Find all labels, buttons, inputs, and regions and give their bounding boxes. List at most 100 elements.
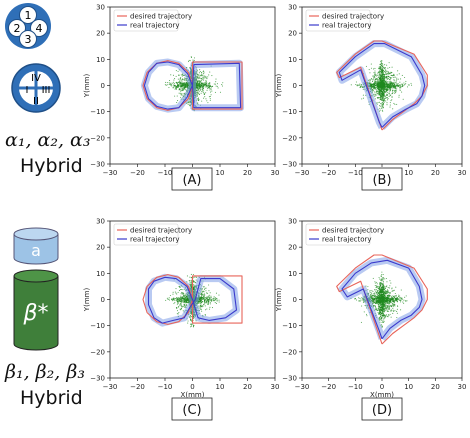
data-point (391, 296, 392, 297)
data-point (389, 107, 390, 108)
data-point (207, 302, 208, 303)
data-point (383, 319, 384, 320)
data-point (396, 88, 397, 89)
data-point (199, 308, 200, 309)
data-point (386, 94, 387, 95)
data-point (381, 272, 382, 273)
data-point (219, 301, 220, 302)
data-point (379, 68, 380, 69)
data-point (206, 78, 207, 79)
data-point (389, 280, 390, 281)
data-point (390, 78, 391, 79)
data-point (402, 75, 403, 76)
data-point (215, 79, 216, 80)
data-point (186, 296, 187, 297)
data-point (410, 83, 411, 84)
data-point (175, 298, 176, 299)
data-point (363, 98, 364, 99)
data-point (197, 76, 198, 77)
data-point (180, 79, 181, 80)
data-point (198, 98, 199, 99)
data-point (397, 70, 398, 71)
data-point (366, 314, 367, 315)
data-point (409, 84, 410, 85)
diagram-label-2: 2 (14, 22, 21, 35)
data-point (374, 95, 375, 96)
data-point (386, 77, 387, 78)
data-point (193, 285, 194, 286)
data-point (397, 85, 398, 86)
data-point (394, 93, 395, 94)
data-point (393, 74, 394, 75)
data-point (396, 295, 397, 296)
data-point (179, 300, 180, 301)
data-point (180, 93, 181, 94)
data-point (202, 297, 203, 298)
data-point (190, 282, 191, 283)
x-tick-label: −10 (158, 169, 173, 177)
data-point (205, 288, 206, 289)
x-tick-label: 0 (190, 383, 194, 391)
panel-label: (C) (172, 398, 212, 420)
data-point (209, 295, 210, 296)
data-point (198, 92, 199, 93)
data-point (208, 301, 209, 302)
data-point (201, 309, 202, 310)
data-point (384, 80, 385, 81)
data-point (385, 70, 386, 71)
data-point (208, 86, 209, 87)
data-point (382, 94, 383, 95)
data-point (172, 294, 173, 295)
data-point (179, 93, 180, 94)
data-point (395, 88, 396, 89)
data-point (178, 71, 179, 72)
data-point (380, 92, 381, 93)
data-point (186, 85, 187, 86)
data-point (192, 324, 193, 325)
data-point (203, 70, 204, 71)
data-point (184, 85, 185, 86)
data-point (388, 98, 389, 99)
data-point (384, 85, 385, 86)
data-point (199, 91, 200, 92)
data-point (182, 289, 183, 290)
data-point (377, 78, 378, 79)
data-point (379, 75, 380, 76)
panel-label: (B) (362, 168, 402, 190)
data-point (351, 84, 352, 85)
data-point (203, 291, 204, 292)
data-point (392, 305, 393, 306)
data-point (219, 300, 220, 301)
data-point (190, 317, 191, 318)
data-point (182, 292, 183, 293)
data-point (216, 293, 217, 294)
data-point (201, 101, 202, 102)
data-point (387, 87, 388, 88)
data-point (189, 280, 190, 281)
data-point (172, 83, 173, 84)
x-tick-label: 10 (216, 169, 225, 177)
data-point (180, 97, 181, 98)
data-point (392, 88, 393, 89)
data-point (391, 99, 392, 100)
data-point (178, 292, 179, 293)
data-point (375, 94, 376, 95)
data-point (370, 83, 371, 84)
data-point (373, 78, 374, 79)
data-point (181, 292, 182, 293)
data-point (375, 79, 376, 80)
data-point (209, 307, 210, 308)
data-point (374, 87, 375, 88)
data-point (379, 91, 380, 92)
data-point (393, 83, 394, 84)
caption-hybrid-bottom: Hybrid (20, 387, 83, 409)
data-point (199, 72, 200, 73)
data-point (381, 69, 382, 70)
data-point (204, 75, 205, 76)
data-point (358, 297, 359, 298)
data-point (203, 78, 204, 79)
data-point (379, 85, 380, 86)
data-point (380, 80, 381, 81)
data-point (181, 308, 182, 309)
data-point (374, 82, 375, 83)
